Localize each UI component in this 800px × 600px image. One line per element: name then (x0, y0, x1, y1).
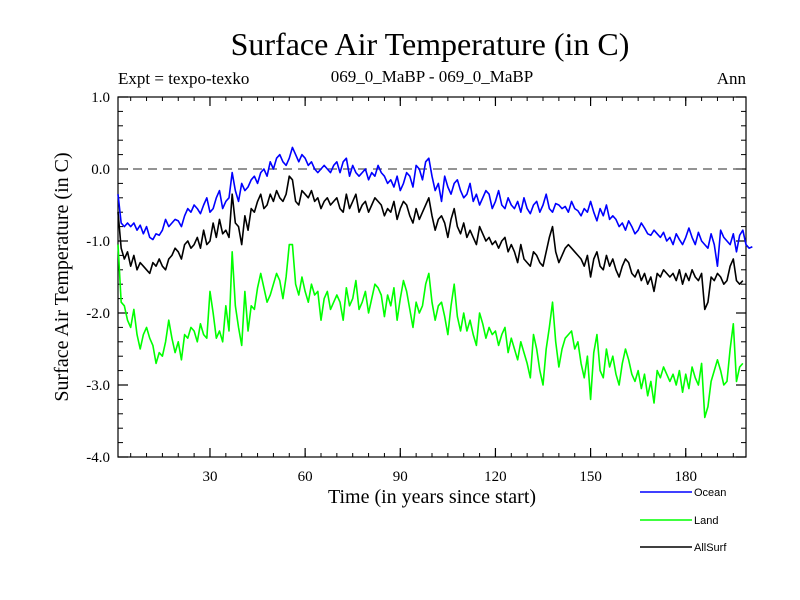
x-tick-label: 150 (579, 469, 602, 485)
series-line-allsurf (117, 175, 744, 311)
x-tick-label: 90 (393, 469, 408, 485)
y-tick-label: -2.0 (86, 306, 110, 322)
y-tick-label: -1.0 (86, 234, 110, 250)
series-lines (117, 146, 753, 419)
y-tick-label: 0.0 (91, 162, 110, 178)
subtitle-center: 069_0_MaBP - 069_0_MaBP (331, 67, 533, 86)
legend-label-land: Land (694, 515, 718, 527)
plot-frame (117, 96, 747, 458)
tick-labels: 30 60 90 120 150 180 1.0 0.0 -1.0 -2.0 -3.0 -4.0 (86, 90, 697, 485)
legend-label-ocean: Ocean (694, 487, 726, 499)
chart-title: Surface Air Temperature (in C) (231, 26, 630, 62)
y-tick-label: -3.0 (86, 378, 110, 394)
minor-ticks (118, 96, 746, 458)
legend-label-allsurf: AllSurf (694, 542, 727, 554)
y-tick-label: 1.0 (91, 90, 110, 106)
major-ticks (118, 96, 746, 458)
series-line-land (117, 243, 744, 419)
legend: Ocean Land AllSurf (640, 487, 727, 554)
y-axis-label: Surface Air Temperature (in C) (51, 152, 73, 401)
series-line-ocean (117, 146, 753, 268)
x-tick-label: 120 (484, 469, 507, 485)
subtitle-right: Ann (717, 69, 747, 88)
x-tick-label: 30 (202, 469, 217, 485)
y-tick-label: -4.0 (86, 450, 110, 466)
x-axis-label: Time (in years since start) (328, 486, 536, 508)
x-tick-label: 180 (674, 469, 697, 485)
x-tick-label: 60 (298, 469, 313, 485)
subtitle-left: Expt = texpo-texko (118, 69, 249, 88)
